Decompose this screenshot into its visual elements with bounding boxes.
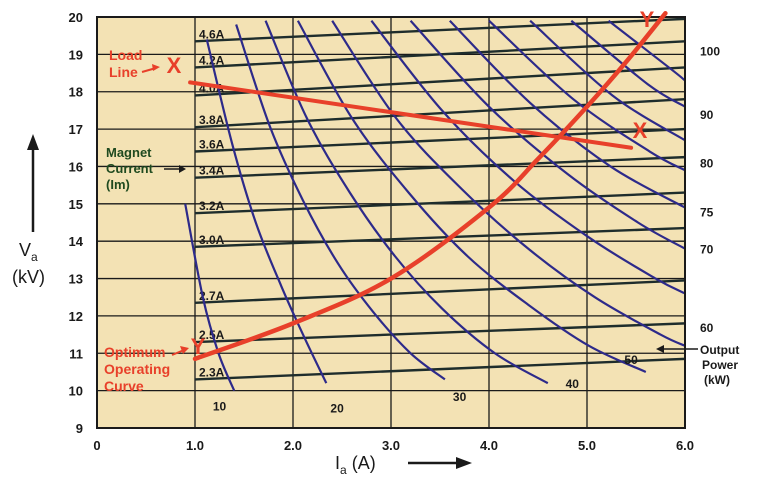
power-label-right: 90 [700,108,714,122]
y-tick-label: 13 [69,272,83,287]
power-label-right: 75 [700,205,714,219]
y-tick-label: 17 [69,122,83,137]
x-tick-label: 6.0 [676,438,694,453]
y-tick-label: 14 [69,234,84,249]
current-line [194,226,686,248]
current-line-label: 2.3A [199,365,225,379]
power-label: 20 [330,401,344,415]
magnet-label-3: (Im) [106,177,130,192]
output-power-label-2: Power [702,358,738,372]
load-line-x-left-marker: X [167,53,182,78]
x-axis-title-sub: a [340,463,347,477]
y-axis-arrowhead [27,134,39,150]
load-line-label-2: Line [109,64,138,80]
magnet-label-1: Magnet [106,145,152,160]
power-curve [409,19,686,250]
y-axis-title: Va [19,240,38,264]
current-line-label: 3.0A [199,233,225,247]
x-tick-label: 4.0 [480,438,498,453]
y-axis-title-sub: a [31,250,38,264]
current-line [194,191,686,215]
current-line-label: 3.6A [199,138,225,152]
power-curve [370,20,686,295]
x-axis-title: Ia (A) [335,453,376,477]
load-line-label-1: Load [109,47,142,63]
current-line-label: 4.6A [199,27,225,41]
optimum-curve-y-bottom-marker: Y [191,334,206,359]
y-axis-unit: (kV) [12,267,45,287]
power-curve [205,39,328,384]
power-curve [331,20,686,347]
current-line-label: 2.7A [199,289,225,303]
plot-frame [96,16,686,429]
power-label-right: 100 [700,45,720,59]
optimum-curve-y-top-marker: Y [640,7,655,32]
current-line [194,66,686,97]
power-label-right: 70 [700,243,714,257]
power-label-right: 80 [700,157,714,171]
optimum-label-2: Operating [104,361,170,377]
x-tick-label: 5.0 [578,438,596,453]
power-label: 10 [213,400,227,414]
power-curve [449,19,686,209]
y-tick-label: 15 [69,197,83,212]
power-curves [184,19,686,392]
magnet-label-2: Current [106,161,154,176]
x-axis-title-unit: (A) [352,453,376,473]
load-line-label-arrowhead [152,64,160,71]
optimum-operating-curve [192,11,668,362]
y-tick-label: 19 [69,47,83,62]
power-curve [607,19,686,82]
power-curve [264,20,549,385]
red-overlays: X X Y Y [167,7,668,362]
output-power-label-1: Output [700,343,739,357]
x-tick-labels: 0 1.0 2.0 3.0 4.0 5.0 6.0 [93,438,694,453]
y-tick-label: 9 [76,421,83,436]
y-tick-label: 16 [69,159,83,174]
optimum-label-arrowhead [180,346,189,354]
y-axis-title-main: V [19,240,31,260]
power-curve [184,203,236,392]
load-line-x-right-marker: X [633,118,648,143]
power-curve [235,24,446,381]
power-curve [529,19,686,142]
current-line-label: 3.4A [199,164,225,178]
magnet-current-lines: 4.6A4.2A4.0A3.8A3.6A3.4A3.2A3.0A2.7A2.5A… [194,17,686,381]
optimum-label-1: Optimum [104,344,165,360]
x-axis-title-main: I [335,453,340,473]
x-tick-label: 3.0 [382,438,400,453]
optimum-label-3: Curve [104,378,144,394]
current-line-label: 3.8A [199,113,225,127]
x-tick-label: 0 [93,438,100,453]
y-tick-labels: 9 10 11 12 13 14 15 16 17 18 19 20 [69,10,84,436]
output-power-label-3: (kW) [704,373,730,387]
current-line [194,322,686,344]
power-curve [570,19,686,108]
current-line [194,98,686,129]
current-line-label: 3.2A [199,199,225,213]
power-labels: 10 20 30 40 50 100 90 80 75 70 60 [213,45,721,416]
y-tick-label: 18 [69,85,83,100]
x-tick-label: 2.0 [284,438,302,453]
y-tick-label: 10 [69,384,83,399]
power-label: 40 [566,377,580,391]
current-line [194,357,686,381]
power-label-right: 60 [700,321,714,335]
y-tick-label: 11 [69,346,83,361]
x-axis-arrowhead [456,457,472,469]
y-tick-label: 12 [69,309,83,324]
power-curve [488,19,686,172]
power-curve [296,20,647,373]
output-power-arrowhead [656,345,664,353]
current-line [194,127,686,153]
power-label: 30 [453,390,467,404]
y-tick-label: 20 [69,10,83,25]
current-line [194,17,686,43]
magnet-label-arrowhead [179,165,186,173]
power-label: 50 [624,353,638,367]
current-line [194,279,686,305]
x-tick-label: 1.0 [186,438,204,453]
